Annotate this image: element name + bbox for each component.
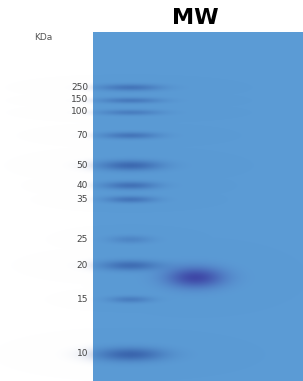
Text: 10: 10: [76, 349, 88, 359]
Text: 35: 35: [76, 194, 88, 203]
Text: MW: MW: [172, 8, 218, 28]
Text: KDa: KDa: [34, 34, 52, 43]
Text: 40: 40: [77, 181, 88, 189]
Text: 70: 70: [76, 131, 88, 139]
Text: 15: 15: [76, 295, 88, 304]
Text: 150: 150: [71, 96, 88, 104]
Text: 100: 100: [71, 107, 88, 117]
Text: 20: 20: [77, 261, 88, 269]
Text: 50: 50: [76, 160, 88, 170]
Text: 25: 25: [77, 234, 88, 243]
Text: 250: 250: [71, 83, 88, 91]
